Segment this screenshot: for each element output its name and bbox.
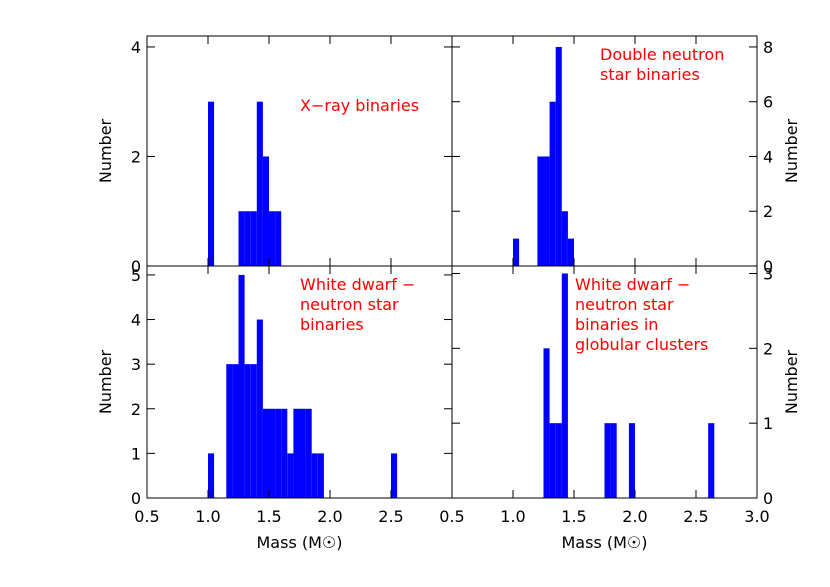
y-tick-label: 4 (763, 147, 773, 166)
histogram-bar (275, 211, 282, 266)
y-tick-label: 3 (131, 355, 141, 374)
panel-annotation: White dwarf − (300, 275, 415, 294)
y-tick-label: 1 (131, 444, 141, 463)
y-tick-label: 4 (131, 38, 141, 57)
x-axis-label: Mass (M☉) (562, 533, 648, 552)
histogram-bar (275, 408, 282, 498)
x-tick-label: 2.5 (683, 507, 708, 526)
histogram-bar (226, 364, 233, 498)
histogram-bar (269, 211, 276, 266)
panel-annotation: globular clusters (575, 335, 708, 354)
panel-annotation: neutron star (575, 295, 674, 314)
panel-annotation: star binaries (600, 65, 700, 84)
histogram-bar (543, 348, 550, 498)
y-tick-label: 8 (763, 38, 773, 57)
histogram-bar (256, 101, 263, 266)
histogram-bar (293, 408, 300, 498)
x-axis-label: Mass (M☉) (257, 533, 343, 552)
histogram-bar (513, 238, 520, 266)
y-tick-label: 2 (131, 147, 141, 166)
panel-annotation: X−ray binaries (300, 96, 419, 115)
y-axis-label: Number (96, 349, 115, 414)
histogram-bar (269, 408, 276, 498)
y-axis-label: Number (782, 349, 801, 414)
histogram-bar (256, 319, 263, 498)
y-tick-label: 5 (131, 266, 141, 285)
y-tick-label: 3 (763, 264, 773, 283)
y-axis-label: Number (782, 118, 801, 183)
y-tick-label: 1 (763, 414, 773, 433)
x-tick-label: 0.5 (134, 507, 159, 526)
y-tick-label: 0 (763, 489, 773, 508)
histogram-bar (232, 364, 239, 498)
histogram-bar (281, 408, 288, 498)
y-tick-label: 2 (763, 339, 773, 358)
histogram-bar (604, 423, 611, 498)
plot-frame (451, 265, 758, 499)
panel-annotation: binaries in (575, 315, 658, 334)
panel-bottom-right: 0 1 2 3 0.5 1.0 1.5 2.0 2.5 3.0 Number Mass (M☉) Whi… (439, 264, 801, 552)
x-tick-label: 1.5 (256, 507, 281, 526)
histogram-bar (244, 211, 251, 266)
y-tick-label: 0 (131, 257, 141, 276)
panel-annotation: neutron star (300, 295, 399, 314)
histogram-bar (305, 408, 312, 498)
histogram-bar (628, 423, 635, 498)
histogram-bar (244, 364, 251, 498)
panel-top-left: 0 2 4 Number X−ray binaries (96, 35, 453, 276)
histogram-bar (537, 156, 544, 266)
histogram-bar (208, 453, 215, 498)
x-tick-label: 3.0 (744, 507, 769, 526)
histogram-bar (391, 453, 398, 498)
histogram-bar (555, 46, 562, 267)
histogram-bar (250, 211, 257, 266)
histogram-bar (262, 156, 269, 266)
panel-annotation: Double neutron (600, 45, 724, 64)
histogram-bar (610, 423, 617, 498)
x-tick-label: 0.5 (439, 507, 464, 526)
x-tick-label: 2.0 (622, 507, 647, 526)
panel-annotation: binaries (300, 315, 364, 334)
histogram-bar (549, 423, 556, 498)
panel-annotation: White dwarf − (575, 275, 690, 294)
histogram-bar (708, 423, 715, 498)
histogram-bar (208, 101, 215, 266)
histogram-bar (317, 453, 324, 498)
panel-bottom-left: 0 1 2 3 4 5 0.5 1.0 1.5 2.0 2.5 Number Mass (M☉) Whit… (96, 265, 453, 552)
x-tick-label: 2.0 (317, 507, 342, 526)
histogram-bar (238, 211, 245, 266)
plot-frame (146, 35, 453, 267)
histogram-bar (262, 408, 269, 498)
histogram-bar (549, 101, 556, 266)
histogram-bar (299, 408, 306, 498)
histogram-bar (311, 453, 318, 498)
x-tick-label: 1.0 (195, 507, 220, 526)
y-tick-label: 6 (763, 93, 773, 112)
histogram-bar (561, 273, 568, 498)
y-tick-label: 0 (131, 489, 141, 508)
histogram-bar (238, 274, 245, 498)
y-axis-label: Number (96, 118, 115, 183)
histogram-bar (567, 238, 574, 266)
histogram-bar (250, 364, 257, 498)
x-tick-label: 1.5 (561, 507, 586, 526)
y-tick-label: 2 (131, 400, 141, 419)
histogram-bar (555, 423, 562, 498)
histogram-bar (287, 453, 294, 498)
x-tick-label: 1.0 (500, 507, 525, 526)
x-tick-label: 2.5 (378, 507, 403, 526)
histogram-bar (561, 211, 568, 266)
y-tick-label: 2 (763, 202, 773, 221)
histogram-bar (543, 156, 550, 266)
y-tick-label: 0 (763, 257, 773, 276)
y-tick-label: 4 (131, 311, 141, 330)
